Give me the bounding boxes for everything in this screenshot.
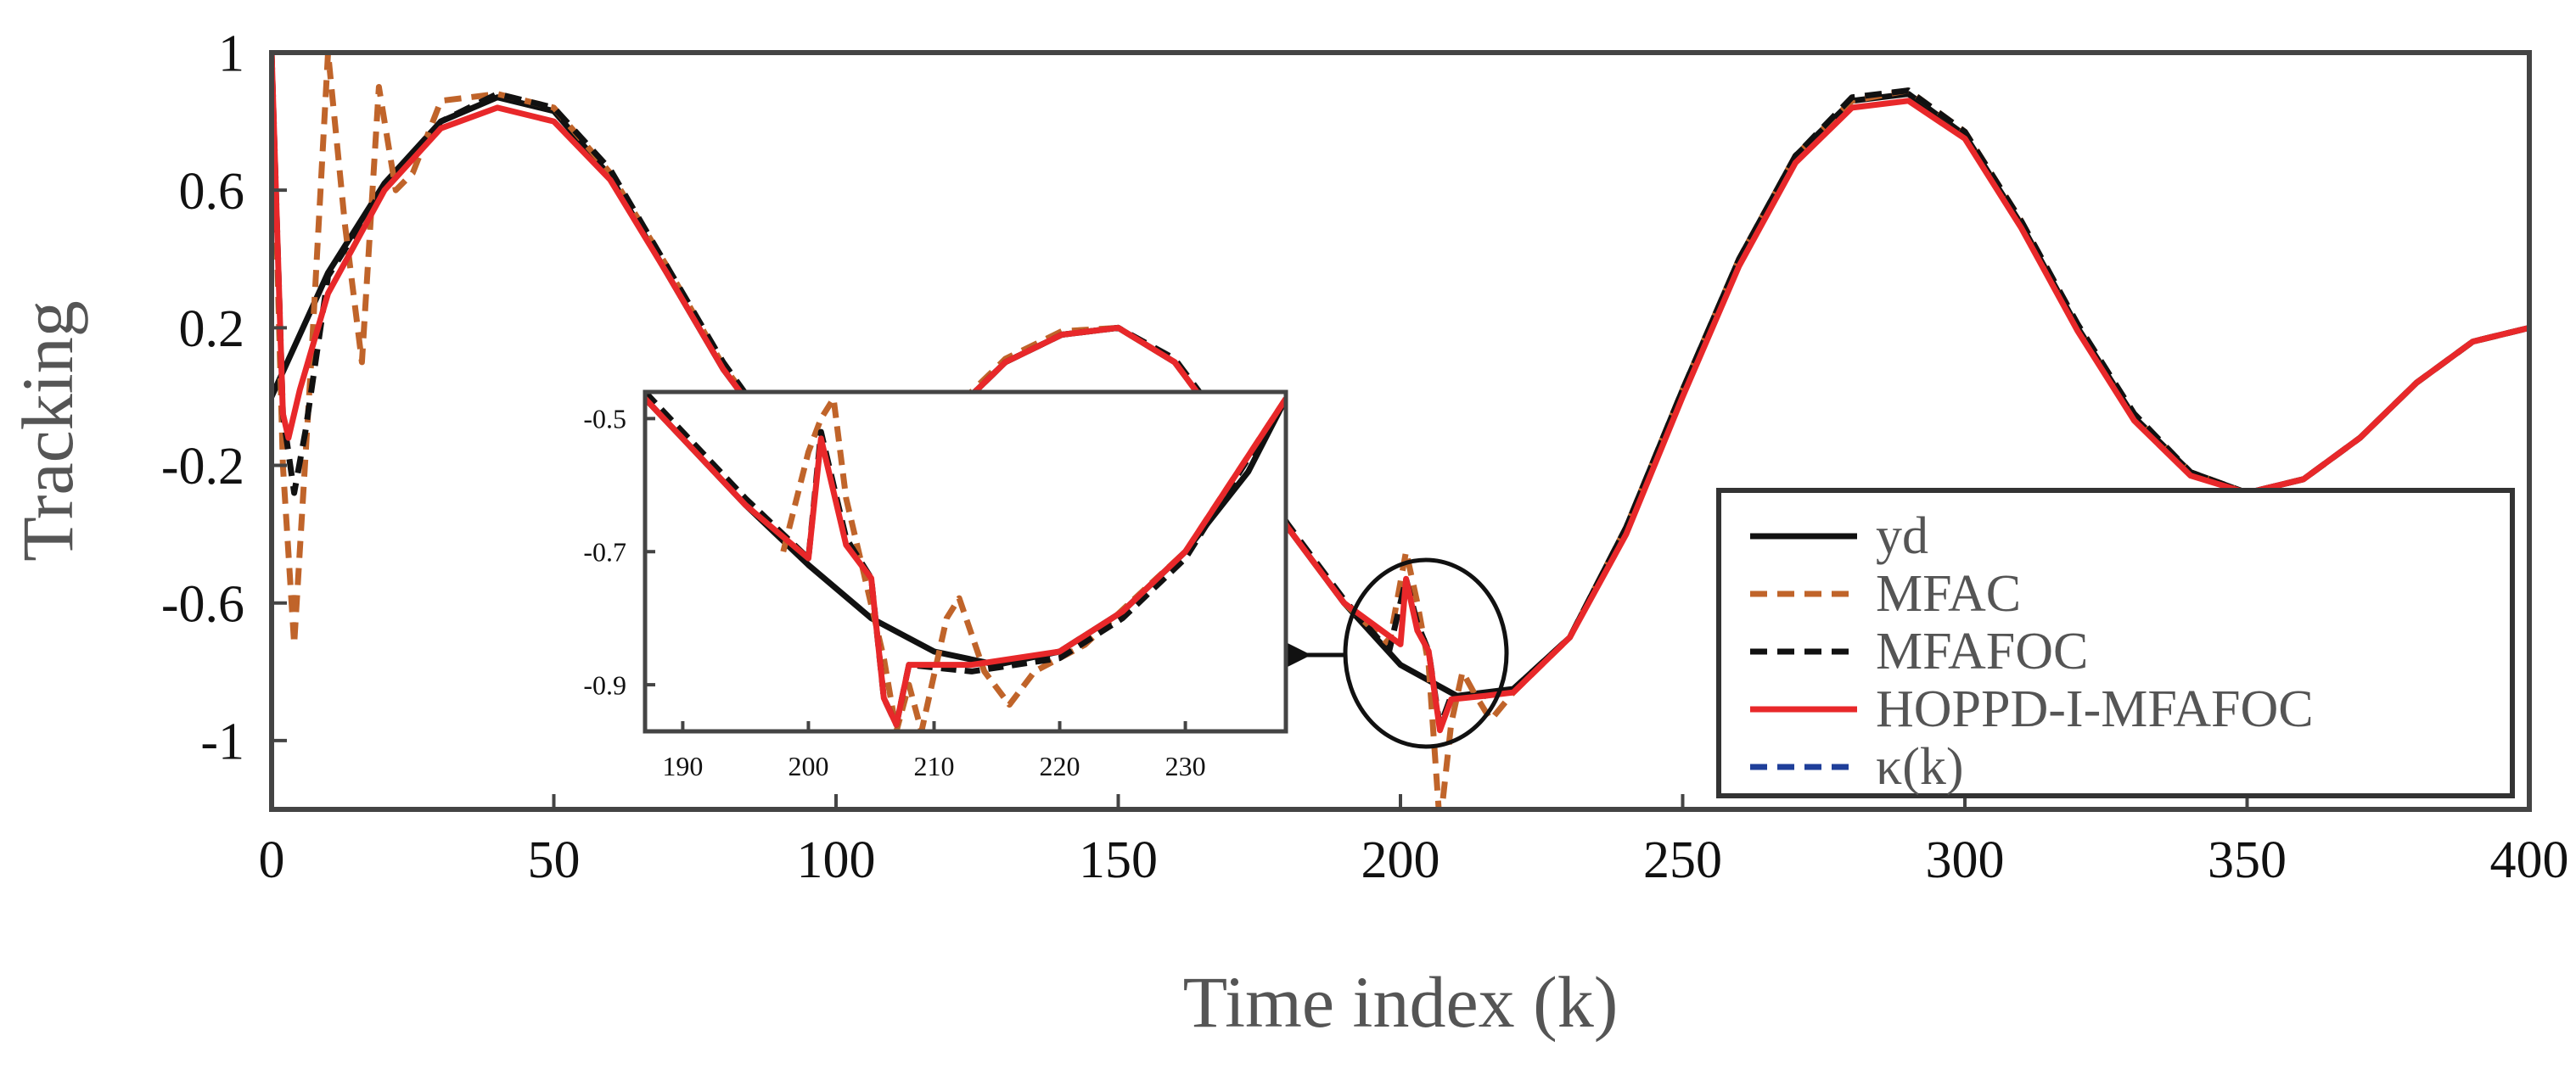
- legend-label-k: κ(k): [1876, 738, 1964, 796]
- inset-y-tick-label: -0.7: [583, 536, 626, 567]
- inset-y-tick-label: -0.5: [583, 404, 626, 434]
- main-x-tick-label: 50: [528, 831, 581, 889]
- main-y-tick-label: -0.6: [161, 575, 244, 633]
- main-y-tick-label: 1: [218, 25, 244, 83]
- main-y-axis: 1 0.6 0.2 -0.2 -0.6 -1: [161, 25, 287, 771]
- inset-frame: [643, 389, 1288, 734]
- inset-x-axis: 190 200 210 220 230: [662, 721, 1206, 781]
- inset-series-layer: [645, 392, 1286, 731]
- main-x-axis: 0 50 100 150 200 250 300 350 400: [259, 794, 2569, 889]
- main-series-mfafoc: [272, 53, 2529, 730]
- legend-label-mfac: MFAC: [1876, 565, 2021, 623]
- inset-background: [645, 392, 1286, 731]
- x-axis-label: Time index (k): [1183, 961, 1619, 1043]
- inset-series-mfac: [780, 395, 1286, 731]
- main-series-hoppd-i-mfafoc: [272, 53, 2529, 734]
- inset-x-tick-label: 210: [913, 751, 954, 781]
- main-y-tick-label: 0.6: [179, 163, 245, 221]
- main-x-tick-label: 200: [1361, 831, 1440, 889]
- inset-x-tick-label: 230: [1165, 751, 1206, 781]
- main-x-tick-label: 250: [1643, 831, 1722, 889]
- main-y-tick-label: -1: [200, 714, 244, 771]
- main-x-tick-label: 100: [797, 831, 876, 889]
- inset-series-hoppd-i-mfafoc: [645, 396, 1286, 728]
- inset-x-tick-label: 220: [1040, 751, 1080, 781]
- main-series-layer: [272, 53, 2529, 809]
- main-x-tick-label: 0: [259, 831, 285, 889]
- main-y-tick-label: -0.2: [161, 438, 244, 495]
- main-y-tick-label: 0.2: [179, 300, 245, 358]
- legend-label-hoppd-i-mfafoc: HOPPD-I-MFAFOC: [1876, 680, 2314, 738]
- inset-x-tick-label: 190: [662, 751, 703, 781]
- inset-y-axis: -0.5 -0.7 -0.9: [583, 404, 655, 700]
- main-x-tick-label: 400: [2490, 831, 2569, 889]
- legend-box: [1716, 488, 2515, 798]
- main-x-tick-label: 150: [1079, 831, 1158, 889]
- y-axis-label: Tracking: [7, 300, 88, 561]
- inset-y-tick-label: -0.9: [583, 669, 626, 700]
- legend-label-yd: yd: [1876, 507, 1928, 565]
- main-x-tick-label: 350: [2208, 831, 2287, 889]
- inset-x-tick-label: 200: [788, 751, 828, 781]
- legend-label-mfafoc: MFAFOC: [1876, 623, 2088, 680]
- main-x-tick-label: 300: [1926, 831, 2005, 889]
- inset-series-mfafoc: [645, 392, 1286, 728]
